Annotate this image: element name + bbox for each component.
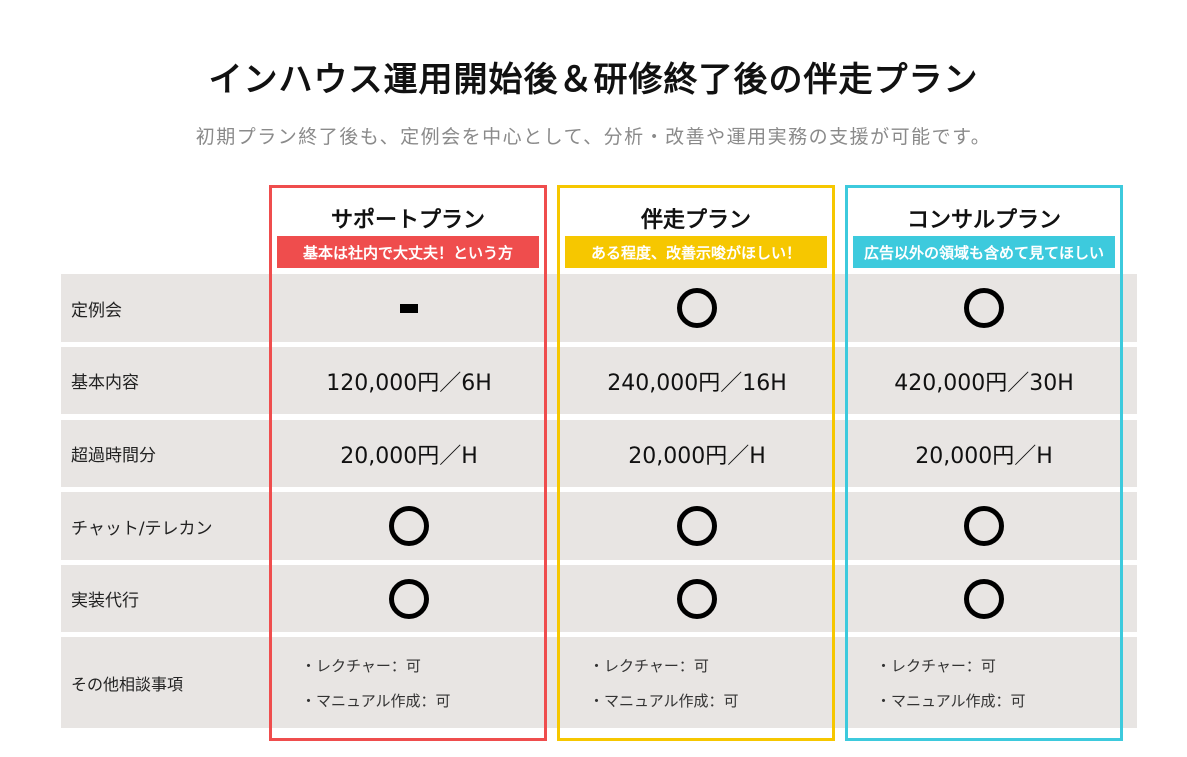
- circle-icon: [964, 506, 1004, 546]
- notes-consul: ・レクチャー：可 ・マニュアル作成：可: [846, 637, 1106, 728]
- circle-icon: [964, 578, 1004, 619]
- row-label: 基本内容: [71, 373, 139, 393]
- circle-icon: [677, 506, 717, 546]
- circle-icon: [677, 288, 717, 328]
- table-row-chat: チャット/テレカン: [61, 492, 1137, 560]
- cell-support-chat: [271, 492, 547, 560]
- table-row-sonota: その他相談事項 ・レクチャー：可 ・マニュアル作成：可 ・レクチャー：可 ・マニ…: [61, 637, 1137, 728]
- note-item: ・マニュアル作成：可: [876, 691, 1026, 710]
- row-label: チャット/テレカン: [71, 518, 213, 539]
- plan-tag-consul: 広告以外の領域も含めて見てほしい: [853, 236, 1115, 268]
- table-row-choka: 超過時間分 20,000円／H 20,000円／H 20,000円／H: [61, 420, 1137, 487]
- note-item: ・マニュアル作成：可: [301, 691, 451, 710]
- plan-tag-support: 基本は社内で大丈夫！という方: [277, 236, 539, 268]
- plan-frame-bansou: [557, 185, 835, 741]
- plan-name-support: サポートプラン: [330, 208, 485, 233]
- dash-icon: [400, 303, 418, 313]
- note-item: ・マニュアル作成：可: [589, 691, 739, 710]
- row-label: 実装代行: [71, 591, 139, 611]
- note-item: ・レクチャー：可: [876, 656, 996, 675]
- circle-icon: [389, 506, 429, 546]
- cell-support-teireikai: [271, 274, 547, 342]
- cell-bansou-kihon: 240,000円／16H: [607, 370, 787, 396]
- plan-tag-bansou: ある程度、改善示唆がほしい！: [565, 236, 827, 268]
- circle-icon: [389, 578, 429, 619]
- cell-consul-choka: 20,000円／H: [915, 443, 1053, 469]
- cell-consul-jisso: [846, 565, 1122, 632]
- plan-name-bansou: 伴走プラン: [640, 208, 751, 233]
- row-label: 定例会: [71, 300, 122, 321]
- circle-icon: [964, 288, 1004, 328]
- cell-bansou-choka: 20,000円／H: [628, 443, 766, 469]
- table-row-teireikai: 定例会: [61, 274, 1137, 342]
- note-item: ・レクチャー：可: [301, 656, 421, 675]
- cell-bansou-jisso: [559, 565, 835, 632]
- note-item: ・レクチャー：可: [589, 656, 709, 675]
- cell-consul-teireikai: [846, 274, 1122, 342]
- page-title: インハウス運用開始後＆研修終了後の伴走プラン: [208, 60, 979, 100]
- cell-support-jisso: [271, 565, 547, 632]
- plan-frame-support: [269, 185, 547, 741]
- circle-icon: [677, 578, 717, 619]
- notes-support: ・レクチャー：可 ・マニュアル作成：可: [271, 637, 531, 728]
- row-label: その他相談事項: [71, 674, 184, 694]
- row-label: 超過時間分: [71, 446, 156, 466]
- table-row-jisso: 実装代行: [61, 565, 1137, 632]
- notes-bansou: ・レクチャー：可 ・マニュアル作成：可: [559, 637, 819, 728]
- cell-bansou-chat: [559, 492, 835, 560]
- cell-consul-kihon: 420,000円／30H: [894, 370, 1074, 396]
- table-row-kihon: 基本内容 120,000円／6H 240,000円／16H 420,000円／3…: [61, 347, 1137, 414]
- cell-bansou-teireikai: [559, 274, 835, 342]
- cell-consul-chat: [846, 492, 1122, 560]
- cell-support-kihon: 120,000円／6H: [326, 370, 492, 396]
- plan-frame-consul: [845, 185, 1123, 741]
- cell-support-choka: 20,000円／H: [340, 443, 478, 469]
- plan-name-consul: コンサルプラン: [906, 208, 1061, 233]
- page-subtitle: 初期プラン終了後も、定例会を中心として、分析・改善や運用実務の支援が可能です。: [195, 126, 992, 148]
